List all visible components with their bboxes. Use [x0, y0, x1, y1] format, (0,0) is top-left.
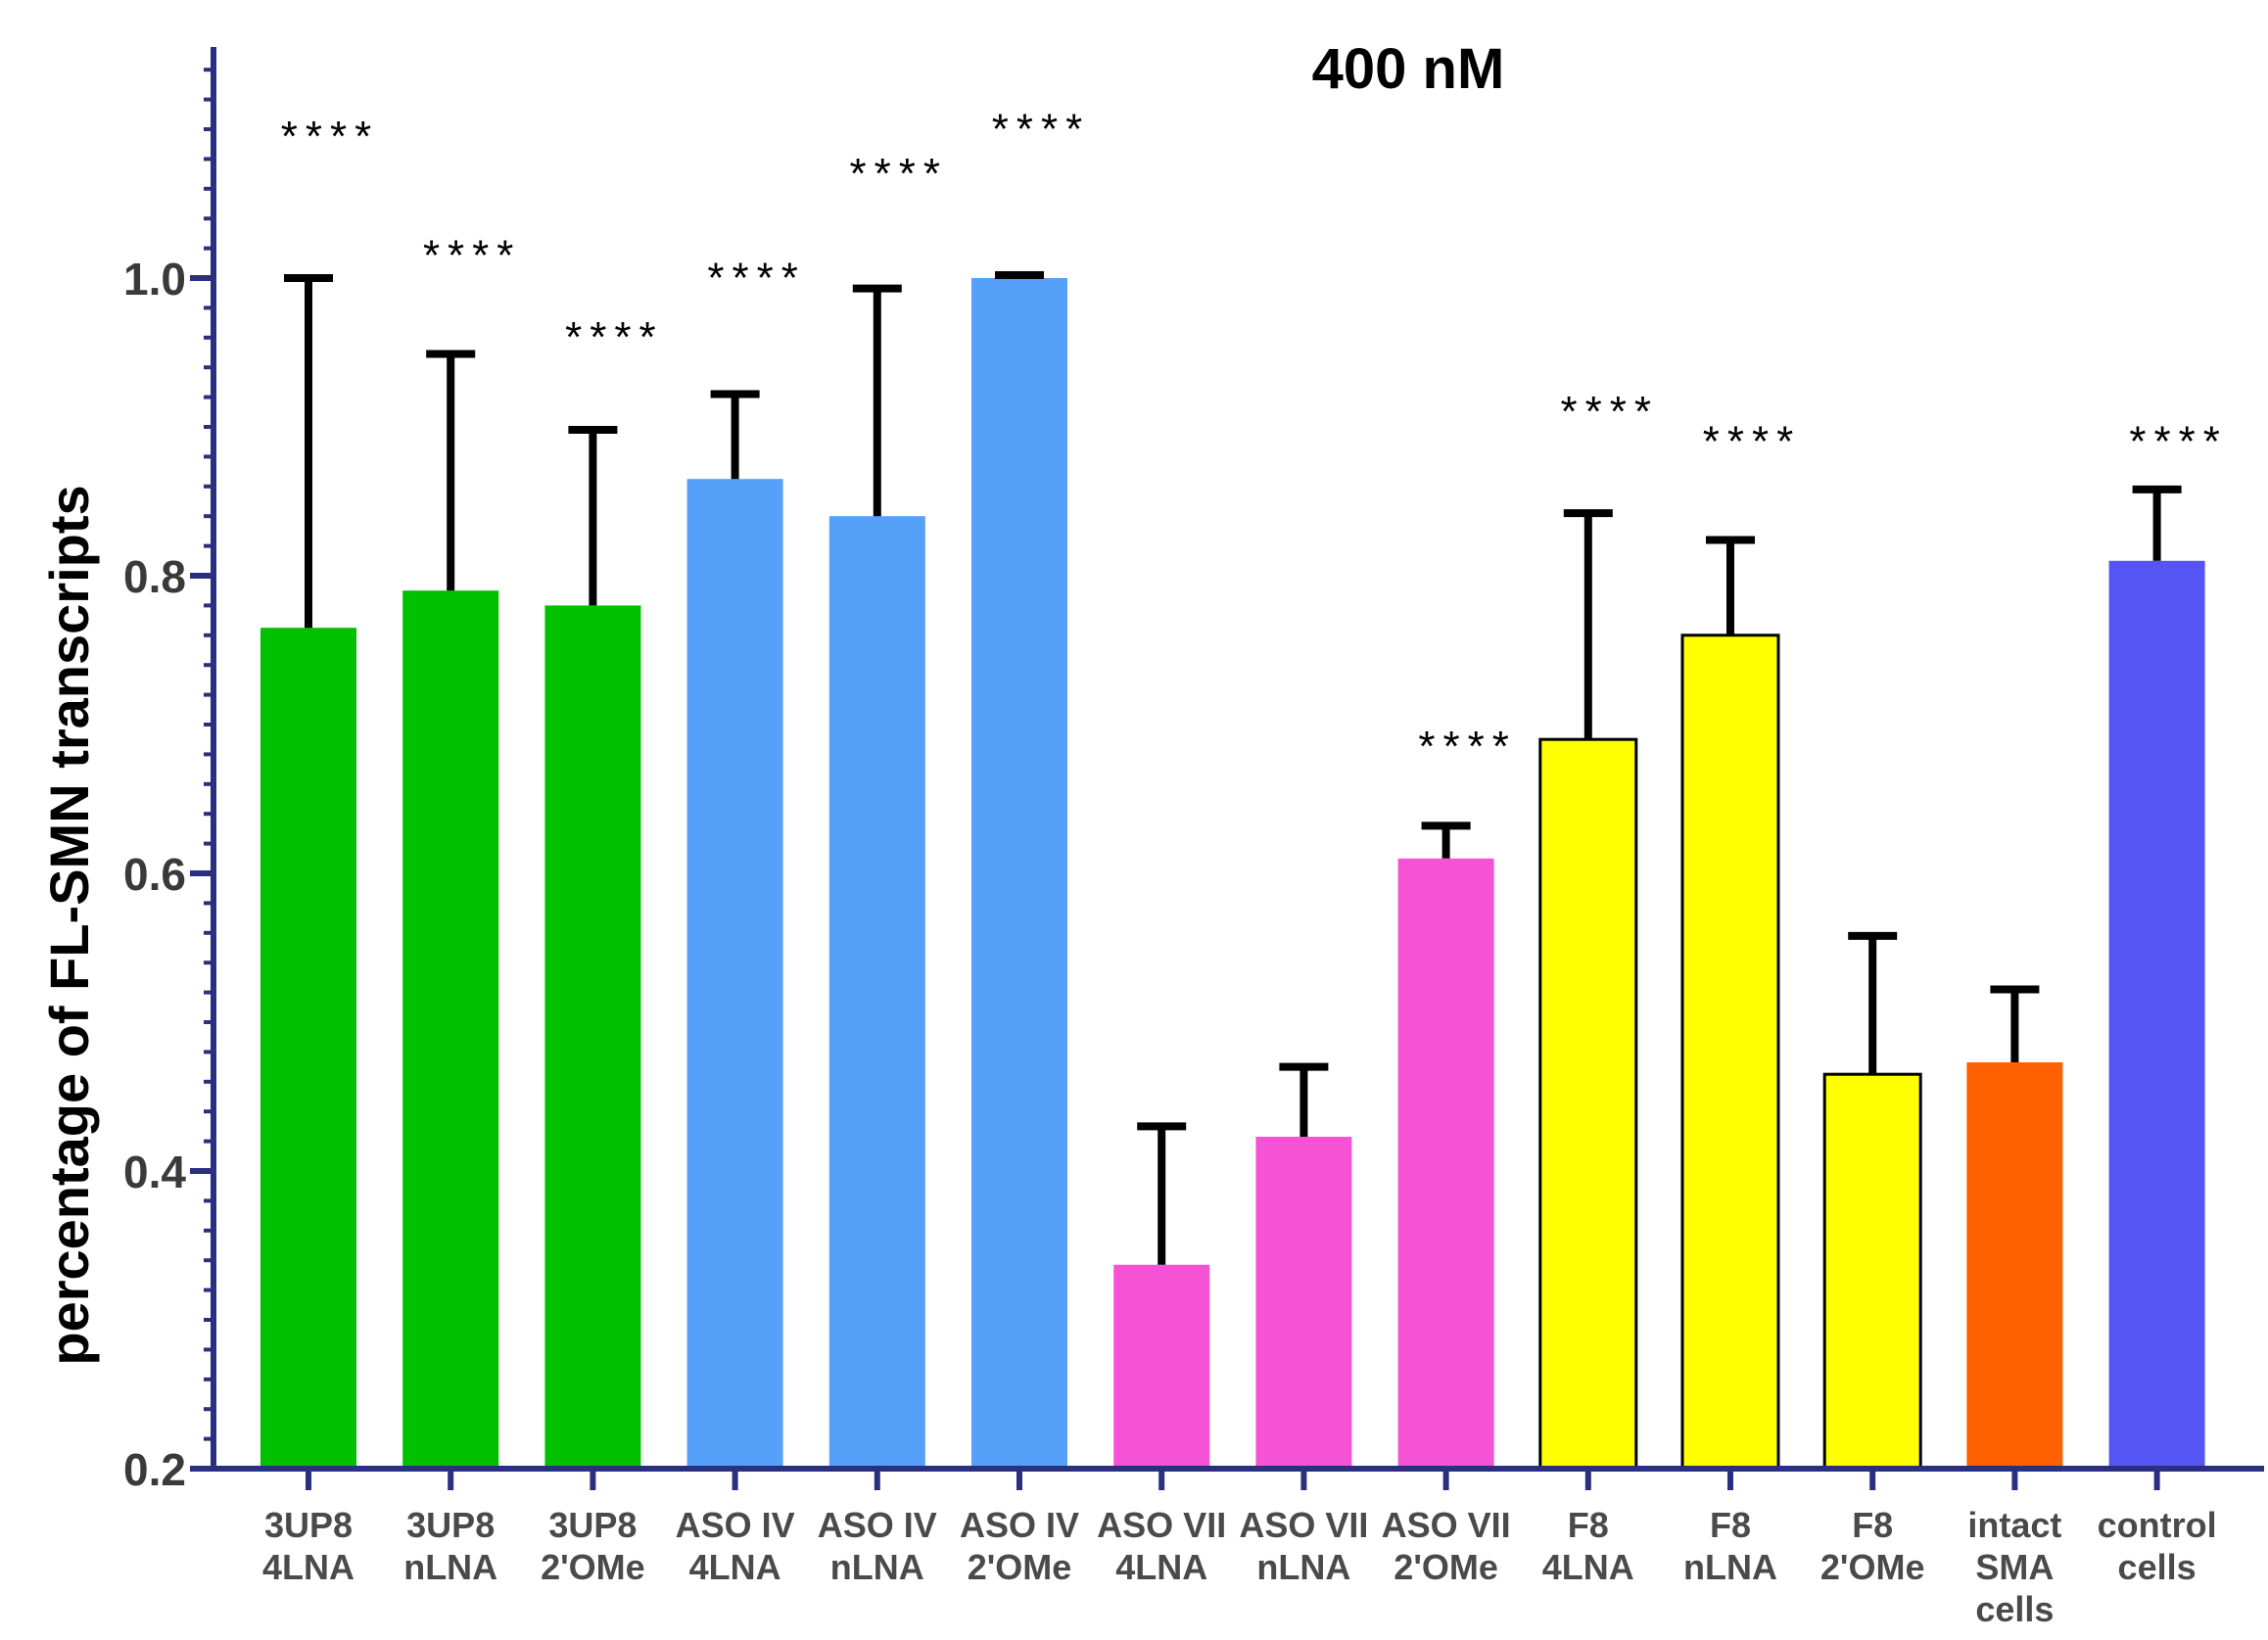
bar-11 — [1680, 633, 1780, 1471]
y-tick-label-2: 0.6 — [123, 849, 186, 900]
significance-mark-1: **** — [281, 113, 380, 161]
error-bar-2 — [426, 350, 476, 591]
error-bar-5 — [852, 284, 902, 517]
x-tick-label-7: ASO VII 4LNA — [1097, 1505, 1226, 1587]
significance-mark-11: **** — [1703, 418, 1802, 466]
significance-mark-3: **** — [565, 313, 664, 361]
x-tick-label-6: ASO IV 2'OMe — [960, 1505, 1079, 1587]
error-bars-group — [284, 270, 2182, 1265]
bar-2 — [402, 590, 499, 1469]
error-bar-4 — [710, 390, 760, 480]
bar-3 — [544, 605, 641, 1469]
chart-title: 400 nM — [1312, 37, 1505, 101]
y-tick-label-4: 1.0 — [123, 254, 186, 305]
bar-14 — [2108, 560, 2205, 1469]
x-tick-label-2: 3UP8 nLNA — [403, 1505, 497, 1587]
significance-mark-10: **** — [1561, 388, 1660, 436]
error-bar-6 — [995, 270, 1044, 279]
bar-12 — [1822, 1072, 1922, 1471]
x-tick-label-12: F8 2'OMe — [1820, 1505, 1925, 1587]
significance-mark-6: **** — [992, 105, 1091, 153]
y-tick-label-1: 0.4 — [123, 1147, 186, 1197]
error-bar-12 — [1848, 931, 1898, 1075]
bar-7 — [1113, 1264, 1210, 1469]
x-tick-label-8: ASO VII nLNA — [1239, 1505, 1368, 1587]
axes-group: 0.2 0.4 0.6 0.8 1.0 — [123, 47, 2264, 1495]
x-tick-labels-group: 3UP8 4LNA 3UP8 nLNA 3UP8 2'OMe ASO IV 4LNA ASO I… — [262, 1505, 2217, 1629]
x-tick-label-1: 3UP8 4LNA — [262, 1505, 354, 1587]
y-tick-label-3: 0.8 — [123, 551, 186, 602]
bar-9 — [1397, 858, 1494, 1469]
significance-mark-4: **** — [707, 254, 806, 302]
y-axis-label: percentage of FL-SMN transcripts — [38, 485, 100, 1365]
error-bar-13 — [1990, 985, 2040, 1063]
x-tick-label-4: ASO IV 4LNA — [676, 1505, 795, 1587]
bar-6 — [971, 278, 1067, 1469]
bar-4 — [686, 479, 783, 1469]
bar-10 — [1538, 737, 1638, 1471]
error-bar-3 — [568, 426, 618, 606]
x-tick-label-11: F8 nLNA — [1683, 1505, 1777, 1587]
bars-group — [260, 278, 2205, 1471]
significance-mark-14: **** — [2129, 418, 2228, 466]
significance-mark-5: **** — [850, 150, 949, 198]
bar-13 — [1966, 1062, 2063, 1469]
x-tick-label-14: control cells — [2098, 1505, 2217, 1587]
y-tick-label-0: 0.2 — [123, 1444, 186, 1495]
error-bar-10 — [1563, 509, 1613, 740]
x-tick-label-13: intact SMA cells — [1967, 1505, 2061, 1629]
error-bar-11 — [1706, 536, 1755, 635]
bar-1 — [260, 628, 356, 1469]
error-bar-9 — [1421, 821, 1471, 859]
significance-mark-2: **** — [423, 232, 522, 280]
error-bar-14 — [2132, 485, 2182, 561]
x-tick-label-3: 3UP8 2'OMe — [541, 1505, 645, 1587]
bar-5 — [828, 516, 925, 1469]
error-bar-8 — [1279, 1062, 1329, 1138]
bar-8 — [1255, 1137, 1352, 1469]
x-tick-label-5: ASO IV nLNA — [818, 1505, 937, 1587]
error-bar-1 — [284, 274, 333, 629]
x-tick-label-9: ASO VII 2'OMe — [1382, 1505, 1511, 1587]
error-bar-7 — [1137, 1122, 1187, 1265]
significance-group: **** **** **** **** **** **** **** **** **** **** — [281, 105, 2228, 771]
significance-mark-9: **** — [1418, 723, 1517, 771]
x-tick-label-10: F8 4LNA — [1542, 1505, 1634, 1587]
